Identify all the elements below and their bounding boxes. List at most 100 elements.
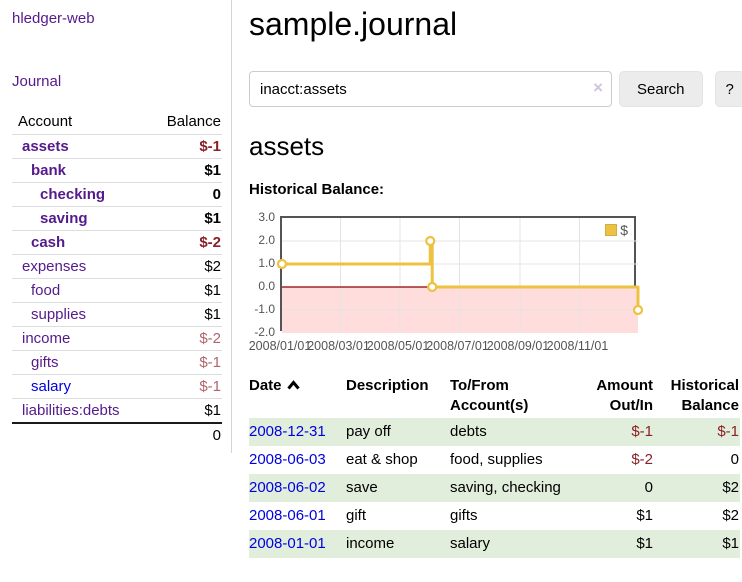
x-axis-tick-label: 2008/07/01 (426, 339, 489, 353)
transaction-amount: $1 (636, 535, 653, 552)
transaction-amount: 0 (644, 479, 653, 496)
accounts-table: Account Balance assets $-1 bank $1 checking 0… (12, 110, 222, 447)
account-balance: $1 (145, 302, 222, 327)
y-axis-tick-label: -2.0 (254, 325, 275, 339)
sidebar-account-link[interactable]: expenses (22, 258, 87, 275)
brand-link[interactable]: hledger-web (12, 10, 95, 27)
sidebar-account-link[interactable]: bank (31, 162, 67, 179)
account-row: liabilities:debts $1 (12, 398, 222, 423)
search-input[interactable] (249, 71, 612, 107)
account-row: saving $1 (12, 206, 222, 231)
register-header-balance: Historical Balance (670, 377, 739, 414)
legend-series-label: $ (620, 222, 628, 238)
legend-swatch-icon (605, 224, 618, 236)
account-row: assets $-1 (12, 134, 222, 159)
account-balance: $1 (145, 398, 222, 423)
account-row: checking 0 (12, 182, 222, 207)
accounts-header-balance: Balance (166, 113, 221, 130)
account-row: income $-2 (12, 326, 222, 351)
transaction-accounts: food, supplies (450, 451, 543, 468)
main-content: sample.journal × Search ? assets Histori… (232, 0, 742, 574)
account-balance: $1 (145, 278, 222, 303)
account-row: food $1 (12, 278, 222, 303)
nav-journal-link[interactable]: Journal (12, 73, 62, 90)
sidebar-account-link[interactable]: saving (40, 210, 88, 227)
account-row: supplies $1 (12, 302, 222, 327)
account-balance: $-1 (145, 374, 222, 399)
sidebar-account-link[interactable]: checking (40, 186, 106, 203)
transaction-row: 2008-06-01 gift gifts $1 $2 (249, 502, 740, 530)
transaction-row: 2008-06-02 save saving, checking 0 $2 (249, 474, 740, 502)
register-table: Date Description To/From Account(s) Amou… (249, 376, 740, 558)
y-axis-tick-label: -1.0 (254, 302, 275, 316)
sidebar-account-link[interactable]: assets (22, 138, 69, 155)
chart-title: Historical Balance: (249, 181, 385, 198)
transaction-row: 2008-01-01 income salary $1 $1 (249, 530, 740, 558)
account-row: expenses $2 (12, 254, 222, 279)
page-title: sample.journal (249, 6, 458, 42)
account-row: gifts $-1 (12, 350, 222, 375)
sidebar-account-link[interactable]: cash (31, 234, 66, 251)
account-balance: 0 (145, 182, 222, 207)
account-balance: $-1 (145, 350, 222, 375)
transaction-balance: $1 (722, 535, 739, 552)
sidebar-account-link[interactable]: gifts (31, 354, 59, 371)
transaction-description: pay off (346, 423, 391, 440)
historical-balance-chart[interactable]: $3.0 2.0 1.0 0.0 -1.0 -2.0 2008/01/01 2008/03/0… (249, 210, 649, 360)
sidebar-account-link[interactable]: salary (31, 378, 72, 395)
y-axis-tick-label: 1.0 (258, 256, 275, 270)
account-row: salary $-1 (12, 374, 222, 399)
transaction-balance: $2 (722, 479, 739, 496)
sidebar-account-link[interactable]: liabilities:debts (22, 402, 120, 419)
account-balance: $1 (145, 206, 222, 231)
sidebar-account-link[interactable]: income (22, 330, 71, 347)
transaction-date-link[interactable]: 2008-06-03 (249, 451, 326, 468)
transaction-balance: $-1 (717, 423, 739, 440)
transaction-date-link[interactable]: 2008-06-01 (249, 507, 326, 524)
transaction-amount: $1 (636, 507, 653, 524)
accounts-total-value: 0 (145, 422, 222, 447)
account-row: bank $1 (12, 158, 222, 183)
transaction-accounts: saving, checking (450, 479, 561, 496)
account-balance: $-2 (145, 326, 222, 351)
transaction-description: income (346, 535, 395, 552)
transaction-date-link[interactable]: 2008-06-02 (249, 479, 326, 496)
transaction-row: 2008-12-31 pay off debts $-1 $-1 (249, 418, 740, 446)
transaction-balance: 0 (730, 451, 739, 468)
accounts-header-account: Account (18, 113, 73, 130)
transaction-date-link[interactable]: 2008-01-01 (249, 535, 326, 552)
account-heading: assets (249, 131, 325, 161)
sort-ascending-icon (286, 380, 300, 390)
transaction-balance: $2 (722, 507, 739, 524)
account-row: cash $-2 (12, 230, 222, 255)
transaction-accounts: salary (450, 535, 491, 552)
sidebar-account-link[interactable]: food (31, 282, 61, 299)
transaction-amount: $-1 (631, 423, 653, 440)
account-balance: $1 (145, 158, 222, 183)
transaction-date-link[interactable]: 2008-12-31 (249, 423, 326, 440)
register-header-description: Description (346, 377, 429, 394)
y-axis-tick-label: 0.0 (258, 279, 275, 293)
clear-search-icon[interactable]: × (593, 78, 603, 97)
search-form: × Search ? (249, 71, 742, 107)
transaction-accounts: debts (450, 423, 487, 440)
transaction-row: 2008-06-03 eat & shop food, supplies $-2 0 (249, 446, 740, 474)
accounts-total-row: 0 (12, 422, 222, 447)
account-balance: $-1 (145, 134, 222, 159)
help-button[interactable]: ? (714, 71, 742, 107)
x-axis-tick-label: 2008/11/01 (546, 339, 609, 353)
account-balance: $-2 (145, 230, 222, 255)
transaction-amount: $-2 (631, 451, 653, 468)
sidebar-account-link[interactable]: supplies (31, 306, 87, 323)
transaction-accounts: gifts (450, 507, 478, 524)
register-header-amount: Amount Out/In (596, 377, 653, 414)
x-axis-tick-label: 2008/01/01 (248, 339, 312, 353)
register-header-date[interactable]: Date (249, 376, 346, 418)
chart-legend: $ (603, 221, 630, 239)
y-axis-tick-label: 3.0 (258, 210, 275, 224)
y-axis-tick-label: 2.0 (258, 233, 275, 247)
chart-plot-area[interactable]: $ (276, 216, 644, 333)
transaction-description: gift (346, 507, 367, 524)
search-button[interactable]: Search (619, 71, 703, 107)
